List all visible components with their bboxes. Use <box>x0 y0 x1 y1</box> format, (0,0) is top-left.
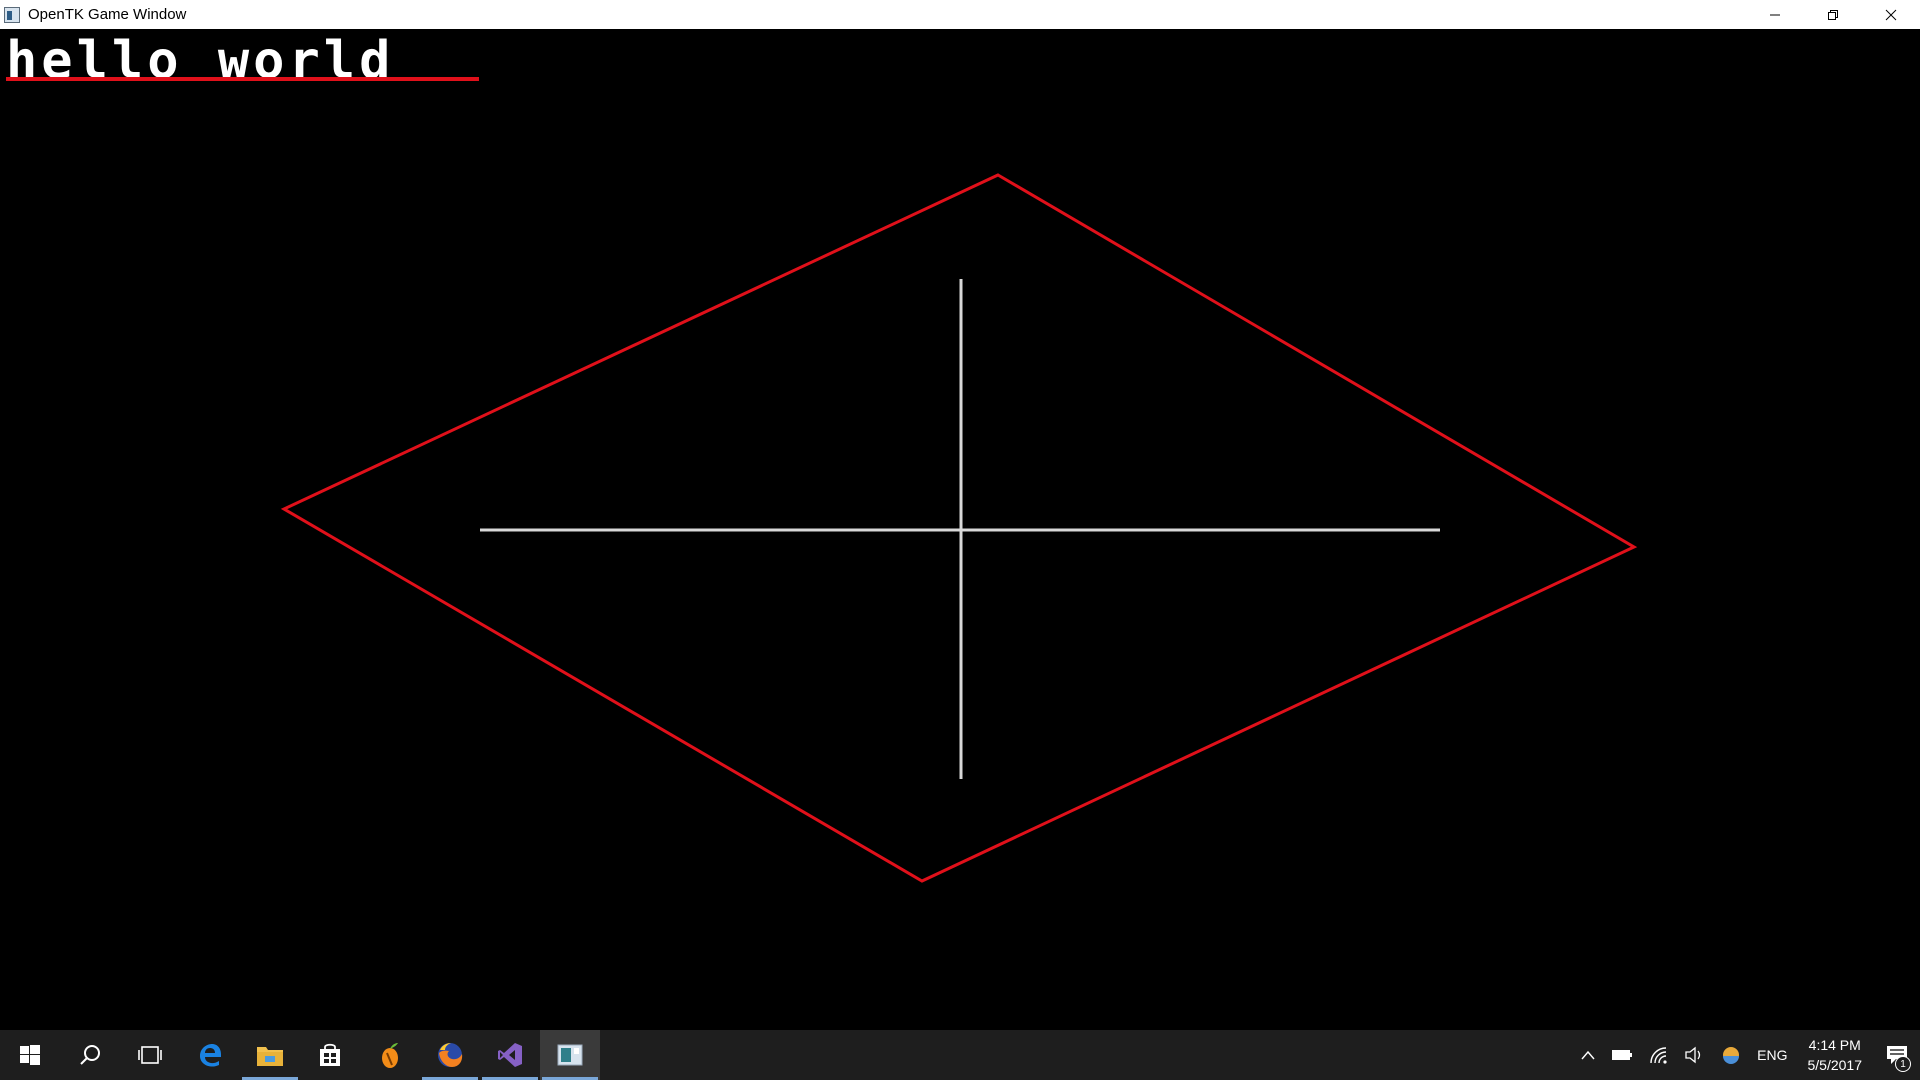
close-button[interactable] <box>1862 0 1920 29</box>
task-view-icon <box>138 1046 162 1064</box>
window-title-bar[interactable]: OpenTK Game Window <box>0 0 1920 29</box>
visual-studio-taskbar-button[interactable] <box>480 1030 540 1080</box>
search-button[interactable] <box>60 1030 120 1080</box>
window-title: OpenTK Game Window <box>28 6 187 23</box>
red-diamond-shape <box>280 173 1638 883</box>
game-scene <box>280 173 1638 883</box>
text-underline <box>6 77 479 81</box>
edge-taskbar-button[interactable] <box>180 1030 240 1080</box>
battery-button[interactable] <box>1603 1030 1641 1080</box>
wifi-button[interactable] <box>1641 1030 1677 1080</box>
edge-icon <box>200 1044 221 1067</box>
app-icon <box>4 6 20 23</box>
store-icon <box>320 1043 340 1066</box>
close-icon <box>1885 9 1897 20</box>
notification-icon <box>1887 1046 1907 1064</box>
clock-time: 4:14 PM <box>1808 1037 1861 1053</box>
taskbar: ENG 4:14 PM 5/5/2017 1 <box>0 1030 1920 1080</box>
weather-button[interactable] <box>1713 1030 1749 1080</box>
action-center-button[interactable]: 1 <box>1874 1030 1920 1080</box>
windows-start-icon <box>20 1045 40 1065</box>
system-tray: ENG 4:14 PM 5/5/2017 1 <box>1573 1030 1920 1080</box>
store-taskbar-button[interactable] <box>300 1030 360 1080</box>
firefox-taskbar-button[interactable] <box>420 1030 480 1080</box>
weather-icon <box>1723 1047 1740 1064</box>
language-label: ENG <box>1757 1047 1788 1063</box>
opentk-window-taskbar-button[interactable] <box>540 1030 600 1080</box>
chevron-up-icon <box>1581 1050 1595 1060</box>
window-controls <box>1746 0 1920 29</box>
minimize-icon <box>1770 14 1780 15</box>
minimize-button[interactable] <box>1746 0 1804 29</box>
search-icon <box>80 1045 100 1065</box>
volume-button[interactable] <box>1677 1030 1713 1080</box>
volume-icon <box>1685 1046 1701 1064</box>
start-button[interactable] <box>0 1030 60 1080</box>
restore-icon <box>1828 9 1838 20</box>
clock[interactable]: 4:14 PM 5/5/2017 <box>1796 1035 1875 1075</box>
firefox-icon <box>438 1043 463 1067</box>
game-viewport[interactable]: hello world <box>0 29 1920 1030</box>
file-explorer-icon <box>257 1047 283 1066</box>
file-explorer-taskbar-button[interactable] <box>240 1030 300 1080</box>
maximize-button[interactable] <box>1804 0 1862 29</box>
clock-date: 5/5/2017 <box>1807 1057 1863 1073</box>
task-view-button[interactable] <box>120 1030 180 1080</box>
language-indicator[interactable]: ENG <box>1749 1030 1795 1080</box>
visual-studio-icon <box>498 1043 522 1067</box>
fl-studio-taskbar-button[interactable] <box>360 1030 420 1080</box>
wifi-icon <box>1650 1047 1667 1064</box>
show-hidden-icons-button[interactable] <box>1573 1030 1603 1080</box>
notification-badge: 1 <box>1895 1056 1911 1072</box>
opentk-app-icon <box>557 1044 583 1066</box>
battery-icon <box>1612 1050 1633 1060</box>
fl-studio-icon <box>382 1043 398 1068</box>
